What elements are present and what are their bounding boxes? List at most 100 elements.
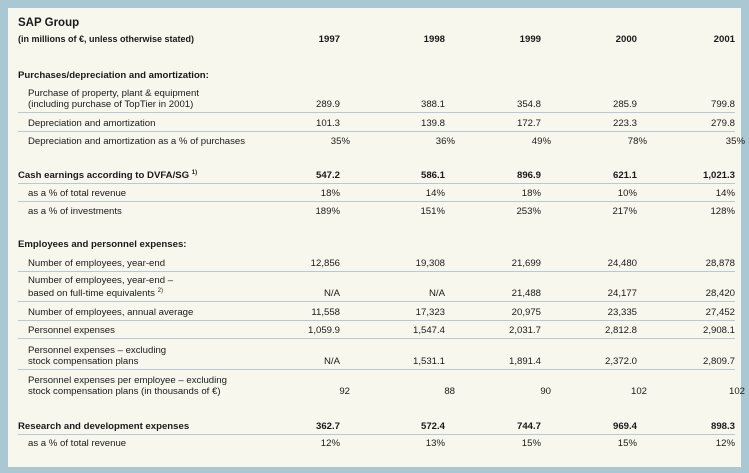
table-cell: 49% [531,136,551,147]
table-cell: 896.9 [516,170,541,181]
table-title-row: SAP Group [18,17,735,29]
table-cell: 217% [612,206,637,217]
table-cell: 139.8 [420,118,445,129]
table-cell: N/A [324,288,340,299]
cash-earnings-heading: Cash earnings according to DVFA/SG [18,170,190,181]
table-cell: 78% [627,136,647,147]
row-label: as a % of total revenue [28,438,127,449]
row-label: Personnel expenses [28,325,115,336]
row-label: Personnel expenses per employee – exclud… [18,375,278,397]
year-header: 1997 [318,34,340,45]
section-heading-row: Employees and personnel expenses: [18,239,735,250]
row-label-line: based on full-time equivalents [28,288,155,299]
table-cell: 12,856 [310,258,340,269]
table-cell: 2,812.8 [604,325,637,336]
table-cell: 547.2 [315,170,340,181]
table-cell: 151% [420,206,445,217]
year-header: 1998 [423,34,445,45]
table-cell: 279.8 [710,118,735,129]
table-cell: 189% [315,206,340,217]
row-label-line: Personnel expenses – excluding [28,345,167,356]
table-cell: 18% [320,188,340,199]
table-cell: 13% [425,438,445,449]
table-cell: 15% [521,438,541,449]
year-header: 2001 [713,34,735,45]
table-cell: 354.8 [516,99,541,110]
table-cell: 21,699 [511,258,541,269]
table-cell: 2,908.1 [702,325,735,336]
row-label: Personnel expenses – excluding stock com… [18,345,258,367]
table-row: Depreciation and amortization 101.3 139.… [18,116,735,132]
table-row: Purchase of property, plant & equipment … [18,86,735,113]
section-heading-row: Purchases/depreciation and amortization: [18,70,735,81]
row-label-line: stock compensation plans (in thousands o… [28,386,221,397]
table-cell: 285.9 [612,99,637,110]
table-cell: 23,335 [607,307,637,318]
table-cell: 1,531.1 [412,356,445,367]
table-cell: 18% [521,188,541,199]
table-cell: 2,031.7 [508,325,541,336]
table-cell: 14% [715,188,735,199]
table-cell: 10% [617,188,637,199]
table-cell: N/A [429,288,445,299]
table-row: Number of employees, annual average 11,5… [18,305,735,321]
table-cell: 799.8 [710,99,735,110]
table-cell: N/A [324,356,340,367]
table-cell: 223.3 [612,118,637,129]
table-cell: 1,891.4 [508,356,541,367]
row-label-line: (including purchase of TopTier in 2001) [28,99,194,110]
table-cell: 36% [435,136,455,147]
table-cell: 388.1 [420,99,445,110]
table-cell: 1,547.4 [412,325,445,336]
section-heading: Employees and personnel expenses: [18,239,187,250]
table-cell: 11,558 [311,307,340,318]
table-cell: 28,878 [705,258,735,269]
table-row: Depreciation and amortization as a % of … [18,134,745,147]
row-label: as a % of total revenue [28,188,127,199]
table-cell: 362.7 [315,421,340,432]
table-row: as a % of total revenue 18% 14% 18% 10% … [18,186,735,202]
table-cell: 92 [339,386,350,397]
section-heading: Purchases/depreciation and amortization: [18,70,209,81]
table-cell: 15% [617,438,637,449]
row-label: Depreciation and amortization [28,118,156,129]
row-label: Cash earnings according to DVFA/SG 1) [18,168,258,181]
table-cell: 572.4 [420,421,445,432]
table-cell: 2,809.7 [702,356,735,367]
year-header: 2000 [615,34,637,45]
table-row: Research and development expenses 362.7 … [18,419,735,435]
row-label: Depreciation and amortization as a % of … [28,136,246,147]
table-cell: 1,059.9 [307,325,340,336]
table-cell: 27,452 [705,307,735,318]
table-cell: 172.7 [516,118,541,129]
table-cell: 24,480 [607,258,637,269]
row-label: as a % of investments [28,206,122,217]
footnote-marker: 1) [191,170,198,176]
table-row: as a % of investments 189% 151% 253% 217… [18,204,735,217]
row-label-line: Purchase of property, plant & equipment [28,88,200,99]
table-cell: 102 [630,386,647,397]
table-cell: 586.1 [420,170,445,181]
table-cell: 128% [710,206,735,217]
year-header: 1999 [519,34,541,45]
row-label-line: stock compensation plans [28,356,139,367]
table-cell: 898.3 [710,421,735,432]
table-cell: 2,372.0 [604,356,637,367]
table-cell: 289.9 [315,99,340,110]
row-label: Number of employees, year-end [28,258,166,269]
table-header-row: (in millions of €, unless otherwise stat… [18,34,735,45]
table-cell: 12% [715,438,735,449]
table-cell: 21,488 [511,288,541,299]
table-cell: 1,021.3 [702,170,735,181]
table-cell: 35% [330,136,350,147]
table-row: Personnel expenses per employee – exclud… [18,372,745,397]
row-label-line: Personnel expenses per employee – exclud… [28,375,227,386]
table-cell: 14% [425,188,445,199]
row-label: Number of employees, year-end – based on… [18,275,258,299]
table-cell: 24,177 [607,288,637,299]
table-cell: 20,975 [511,307,541,318]
table-subtitle: (in millions of €, unless otherwise stat… [18,34,195,44]
table-cell: 17,323 [415,307,445,318]
table-cell: 28,420 [705,288,735,299]
table-row: as a % of total revenue 12% 13% 15% 15% … [18,436,735,449]
